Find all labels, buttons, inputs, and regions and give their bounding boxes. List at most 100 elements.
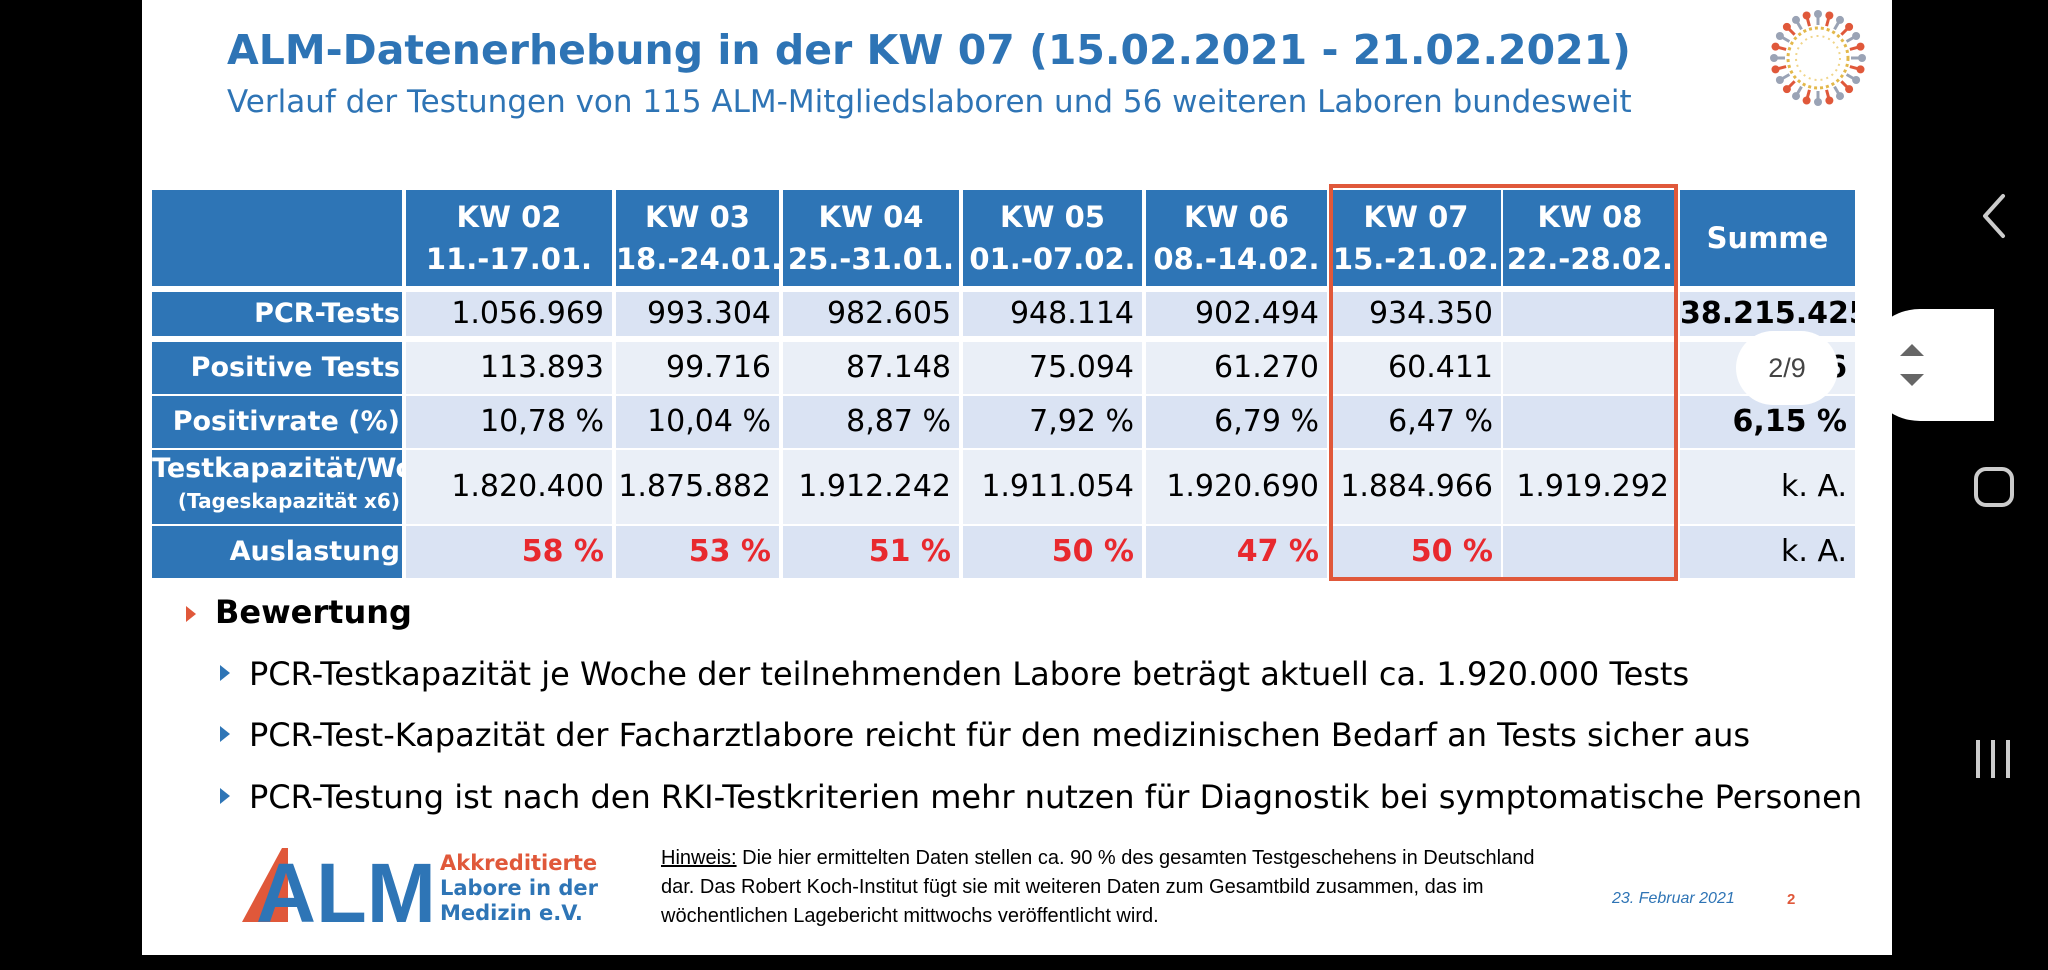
column-date-range: 22.-28.02.: [1506, 242, 1674, 276]
row-sum-cell: k. A.: [1680, 526, 1855, 578]
alm-logo-letters: ALM: [256, 846, 436, 926]
table-cell: 1.919.292: [1503, 450, 1677, 524]
column-week: KW 02: [456, 200, 562, 234]
row-label: PCR-Tests: [152, 292, 402, 336]
presentation-slide: ALM-Datenerhebung in der KW 07 (15.02.20…: [142, 0, 1892, 955]
table-cell: 99.716: [616, 342, 779, 394]
table-cell: 948.114: [963, 292, 1142, 336]
table-cell: 1.920.690: [1146, 450, 1327, 524]
bullet-item: PCR-Test-Kapazität der Facharztlabore re…: [249, 716, 1751, 754]
footer-date: 23. Februar 2021: [1612, 890, 1735, 907]
recent-apps-icon[interactable]: [1970, 736, 2020, 782]
hinweis-note: Hinweis: Die hier ermittelten Daten stel…: [661, 844, 1541, 931]
row-label-text: Auslastung: [229, 536, 400, 567]
scroll-arrows-icon: [1900, 344, 1924, 386]
table-cell: [1503, 396, 1677, 448]
table-cell: 1.912.242: [783, 450, 959, 524]
table-cell: [1503, 526, 1677, 578]
column-header-kw-03: KW 03 18.-24.01.: [616, 190, 783, 286]
row-label: Positivrate (%): [152, 396, 402, 448]
table-cell: 47 %: [1146, 526, 1327, 578]
bullet-arrow-icon: [220, 726, 230, 742]
row-label: Positive Tests: [152, 342, 402, 394]
column-week: KW 06: [1184, 200, 1289, 234]
column-week: KW 07: [1363, 200, 1469, 234]
table-cell: [1503, 342, 1677, 394]
column-header-kw-07: KW 07 15.-21.02.: [1331, 190, 1501, 286]
column-week: KW 05: [1000, 200, 1105, 234]
bullet-item: PCR-Testung ist nach den RKI-Testkriteri…: [249, 778, 1863, 816]
table-cell: 113.893: [406, 342, 612, 394]
column-header-kw-02: KW 02 11.-17.01.: [406, 190, 612, 286]
table-cell: 51 %: [783, 526, 959, 578]
column-date-range: 18.-24.01.: [616, 242, 783, 276]
table-cell: 60.411: [1331, 342, 1501, 394]
row-label-text: Positivrate (%): [172, 406, 400, 437]
table-cell: 10,04 %: [616, 396, 779, 448]
fast-scroll-handle[interactable]: [1864, 309, 1994, 421]
table-cell: 934.350: [1331, 292, 1501, 336]
column-header-kw-06: KW 06 08.-14.02.: [1146, 190, 1327, 286]
row-sum-cell: 38.215.425: [1680, 292, 1855, 336]
table-cell: 1.056.969: [406, 292, 612, 336]
bullet-item: PCR-Testkapazität je Woche der teilnehme…: [249, 655, 1690, 693]
row-sublabel-text: (Tageskapazität x6): [177, 489, 400, 513]
hinweis-label: Hinweis:: [661, 847, 737, 869]
column-date-range: 01.-07.02.: [969, 242, 1136, 276]
back-icon[interactable]: [1970, 190, 2020, 242]
alm-logo: ALM Akkreditierte Labore in der Medizin …: [242, 846, 599, 926]
table-cell: 1.820.400: [406, 450, 612, 524]
table-cell: 75.094: [963, 342, 1142, 394]
bullet-arrow-icon: [220, 665, 230, 681]
column-header-kw-05: KW 05 01.-07.02.: [963, 190, 1142, 286]
table-cell: 87.148: [783, 342, 959, 394]
alm-logo-line-3: Medizin e.V.: [440, 901, 583, 925]
home-icon[interactable]: [1970, 462, 2020, 512]
table-cell: 61.270: [1146, 342, 1327, 394]
table-cell: 1.884.966: [1331, 450, 1501, 524]
virus-icon: [1770, 10, 1866, 106]
column-date-range: 15.-21.02.: [1332, 242, 1500, 276]
table-cell: 902.494: [1146, 292, 1327, 336]
column-week: KW 04: [818, 200, 924, 234]
table-cell: 7,92 %: [963, 396, 1142, 448]
column-header-kw-08: KW 08 22.-28.02.: [1503, 190, 1677, 286]
table-cell: 1.875.882: [616, 450, 779, 524]
row-label-text: Testkapazität/Wo: [152, 453, 402, 484]
column-week: KW 03: [645, 200, 750, 234]
page-indicator: 2/9: [1736, 331, 1838, 405]
row-label-text: PCR-Tests: [254, 298, 400, 329]
table-cell: [1503, 292, 1677, 336]
table-cell: 10,78 %: [406, 396, 612, 448]
bullet-heading: Bewertung: [215, 593, 412, 631]
column-date-range: 11.-17.01.: [425, 242, 593, 276]
table-cell: 8,87 %: [783, 396, 959, 448]
footer-page-number: 2: [1787, 891, 1796, 908]
slide-title: ALM-Datenerhebung in der KW 07 (15.02.20…: [227, 26, 1631, 74]
table-cell: 50 %: [1331, 526, 1501, 578]
slide-subtitle: Verlauf der Testungen von 115 ALM-Mitgli…: [227, 84, 1632, 120]
row-label: Testkapazität/Wo (Tageskapazität x6): [152, 450, 402, 524]
alm-logo-line-1: Akkreditierte: [440, 851, 597, 875]
row-label-text: Positive Tests: [190, 352, 400, 383]
table-cell: 50 %: [963, 526, 1142, 578]
table-corner-cell: [152, 190, 402, 286]
column-date-range: 25.-31.01.: [787, 242, 955, 276]
table-cell: 6,79 %: [1146, 396, 1327, 448]
row-sum-cell: k. A.: [1680, 450, 1855, 524]
row-label: Auslastung: [152, 526, 402, 578]
bullet-arrow-icon: [220, 788, 230, 804]
hinweis-text: Die hier ermittelten Daten stellen ca. 9…: [661, 847, 1535, 927]
table-cell: 993.304: [616, 292, 779, 336]
table-cell: 1.911.054: [963, 450, 1142, 524]
table-cell: 6,47 %: [1331, 396, 1501, 448]
column-header-summe: Summe: [1680, 190, 1855, 286]
bullet-arrow-icon: [186, 606, 196, 622]
table-cell: 982.605: [783, 292, 959, 336]
column-date-range: 08.-14.02.: [1153, 242, 1320, 276]
table-cell: 53 %: [616, 526, 779, 578]
column-week: KW 08: [1537, 200, 1643, 234]
alm-logo-line-2: Labore in der: [440, 876, 599, 900]
table-cell: 58 %: [406, 526, 612, 578]
column-header-kw-04: KW 04 25.-31.01.: [783, 190, 959, 286]
